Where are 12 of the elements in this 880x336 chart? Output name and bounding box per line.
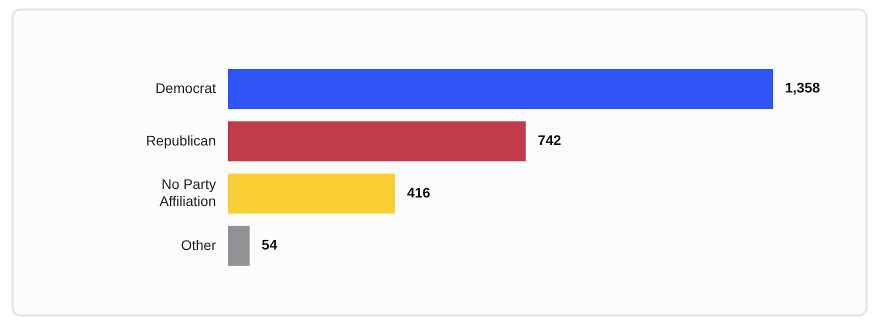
bar <box>228 174 395 214</box>
y-tick-label: Democrat <box>155 80 216 96</box>
data-label: 1,358 <box>785 80 820 96</box>
data-label: 54 <box>262 236 278 253</box>
bar <box>228 69 773 109</box>
y-tick-label: Other <box>180 236 216 253</box>
y-tick-label: No Party Affiliation <box>159 176 216 209</box>
y-tick-label: Republican <box>146 132 216 148</box>
data-label: 742 <box>538 132 562 148</box>
bar <box>228 226 250 266</box>
data-label: 416 <box>406 184 431 200</box>
bar <box>228 121 526 162</box>
